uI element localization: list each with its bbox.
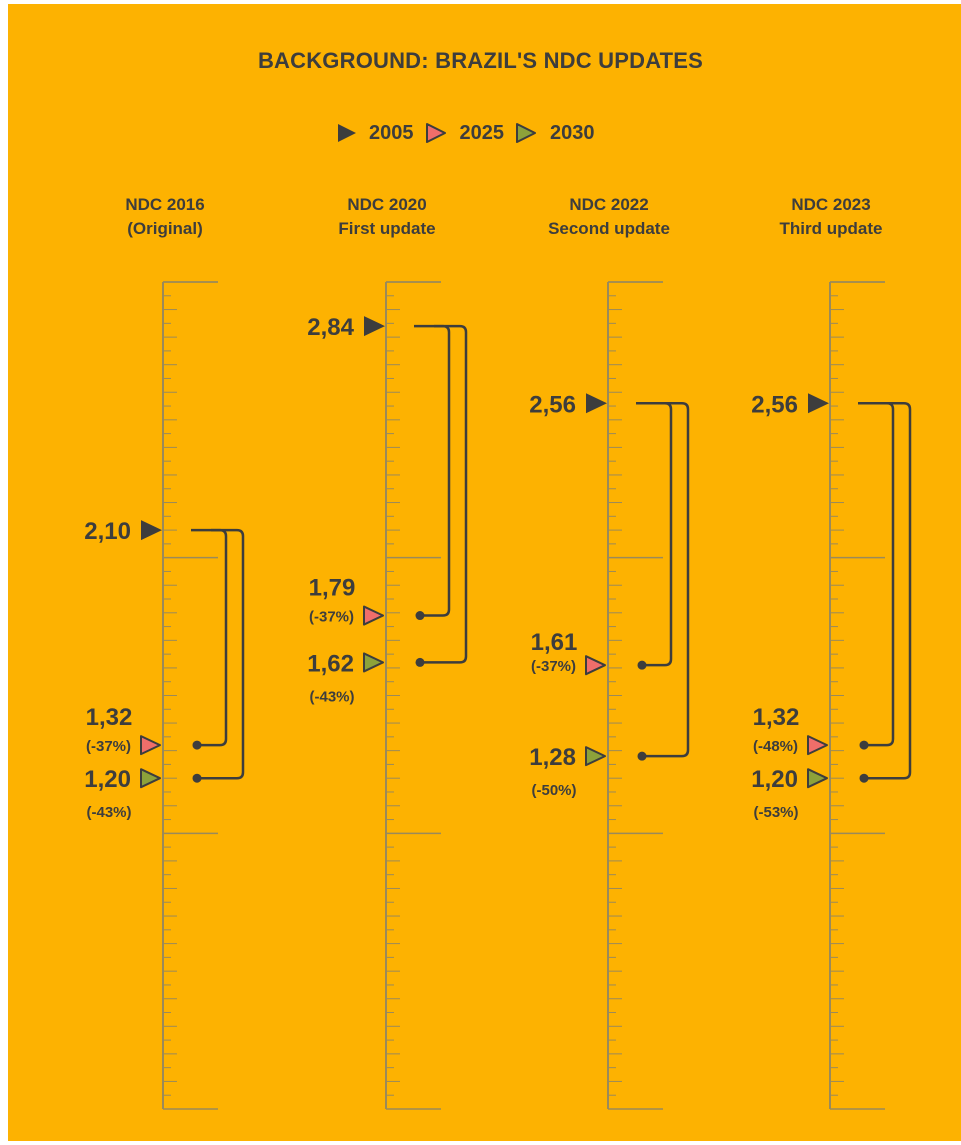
label-2030-value: 1,20 xyxy=(751,766,798,793)
label-2025-pct: (-37%) xyxy=(86,738,131,755)
ruler xyxy=(162,281,218,1110)
chart-background xyxy=(8,4,961,1141)
label-2025-value: 1,61 xyxy=(531,629,578,656)
marker-2025 xyxy=(140,735,161,756)
label-2005-value: 2,56 xyxy=(529,391,576,418)
triangle-pink-icon xyxy=(425,123,446,143)
marker-2030 xyxy=(363,652,384,673)
triangle-dark-icon xyxy=(338,124,356,142)
label-2005-value: 2,10 xyxy=(84,518,131,545)
connector-2030 xyxy=(197,528,245,780)
column-title: NDC 2022 xyxy=(569,195,649,214)
label-2025-value: 1,32 xyxy=(753,704,800,731)
connectors xyxy=(191,528,245,783)
marker-2030 xyxy=(807,768,828,789)
triangle-green-icon xyxy=(516,123,536,143)
connector-dot-2025 xyxy=(192,740,202,750)
column-title: NDC 2023 xyxy=(791,195,871,214)
column-subtitle: Third update xyxy=(779,219,883,238)
connector-2025 xyxy=(858,402,895,747)
column-subtitle: First update xyxy=(338,219,436,238)
connectors xyxy=(858,402,912,783)
label-2030-value: 1,62 xyxy=(307,650,354,677)
legend-label-2025: 2025 xyxy=(459,121,505,144)
connector-2025 xyxy=(636,402,673,667)
connector-dot-2030 xyxy=(637,751,647,761)
marker-2005 xyxy=(141,520,162,541)
marker-2025 xyxy=(363,605,384,626)
ndc-column-ndc-2023: 2,56 1,32 (-48%) 1,20 (-53%) xyxy=(751,281,912,1110)
marker-2005 xyxy=(586,393,607,414)
ruler xyxy=(385,281,441,1110)
connector-dot-2025 xyxy=(859,740,869,750)
ruler xyxy=(607,281,663,1110)
column-header-ndc-2022: NDC 2022 Second update xyxy=(509,193,709,241)
connector-dot-2025 xyxy=(415,611,425,621)
marker-2005 xyxy=(364,316,385,337)
column-header-ndc-2020: NDC 2020 First update xyxy=(287,193,487,241)
label-2030-pct: (-43%) xyxy=(86,804,131,821)
connector-2025 xyxy=(414,324,451,617)
label-2025-pct: (-48%) xyxy=(753,738,798,755)
legend-label-2005: 2005 xyxy=(369,121,414,144)
legend-item-2025: 2025 xyxy=(424,121,505,145)
connectors xyxy=(414,324,468,667)
column-title: NDC 2016 xyxy=(125,195,205,214)
connector-dot-2030 xyxy=(859,773,869,783)
column-header-ndc-2016: NDC 2016 (Original) xyxy=(65,193,265,241)
marker-2030 xyxy=(140,768,161,789)
column-subtitle: Second update xyxy=(548,219,670,238)
column-header-ndc-2023: NDC 2023 Third update xyxy=(731,193,931,241)
ndc-column-ndc-2020: 2,84 1,79 (-37%) 1,62 (-43%) xyxy=(307,281,468,1110)
connector-2030 xyxy=(420,324,468,664)
marker-2005 xyxy=(808,393,829,414)
ndc-column-ndc-2016: 2,10 1,32 (-37%) 1,20 (-43%) xyxy=(84,281,245,1110)
label-2030-value: 1,20 xyxy=(84,766,131,793)
label-2025-pct: (-37%) xyxy=(531,658,576,675)
label-2030-pct: (-53%) xyxy=(753,804,798,821)
label-2025-value: 1,32 xyxy=(86,704,133,731)
connector-dot-2030 xyxy=(192,773,202,783)
marker-2025 xyxy=(585,655,606,676)
label-2025-value: 1,79 xyxy=(309,575,356,602)
legend-item-2005: 2005 xyxy=(335,122,414,145)
column-subtitle: (Original) xyxy=(127,219,203,238)
connector-dot-2025 xyxy=(637,660,647,670)
connector-2025 xyxy=(191,528,228,747)
ndc-column-ndc-2022: 2,56 1,61 (-37%) 1,28 (-50%) xyxy=(529,281,690,1110)
ruler xyxy=(829,281,885,1110)
label-2005-value: 2,84 xyxy=(307,314,354,341)
legend-label-2030: 2030 xyxy=(550,121,595,144)
chart-title: BACKGROUND: BRAZIL'S NDC UPDATES xyxy=(257,48,704,73)
label-2005-value: 2,56 xyxy=(751,391,798,418)
label-2030-value: 1,28 xyxy=(529,744,576,771)
connector-2030 xyxy=(642,402,690,758)
label-2030-pct: (-50%) xyxy=(531,782,576,799)
connector-dot-2030 xyxy=(415,657,425,667)
connector-2030 xyxy=(864,402,912,780)
legend-item-2030: 2030 xyxy=(514,122,595,145)
label-2030-pct: (-43%) xyxy=(309,688,354,705)
marker-2025 xyxy=(807,735,828,756)
connectors xyxy=(636,402,690,761)
legend: 2005 2025 2030 xyxy=(335,120,595,146)
marker-2030 xyxy=(585,746,606,767)
column-title: NDC 2020 xyxy=(347,195,427,214)
label-2025-pct: (-37%) xyxy=(309,609,354,626)
